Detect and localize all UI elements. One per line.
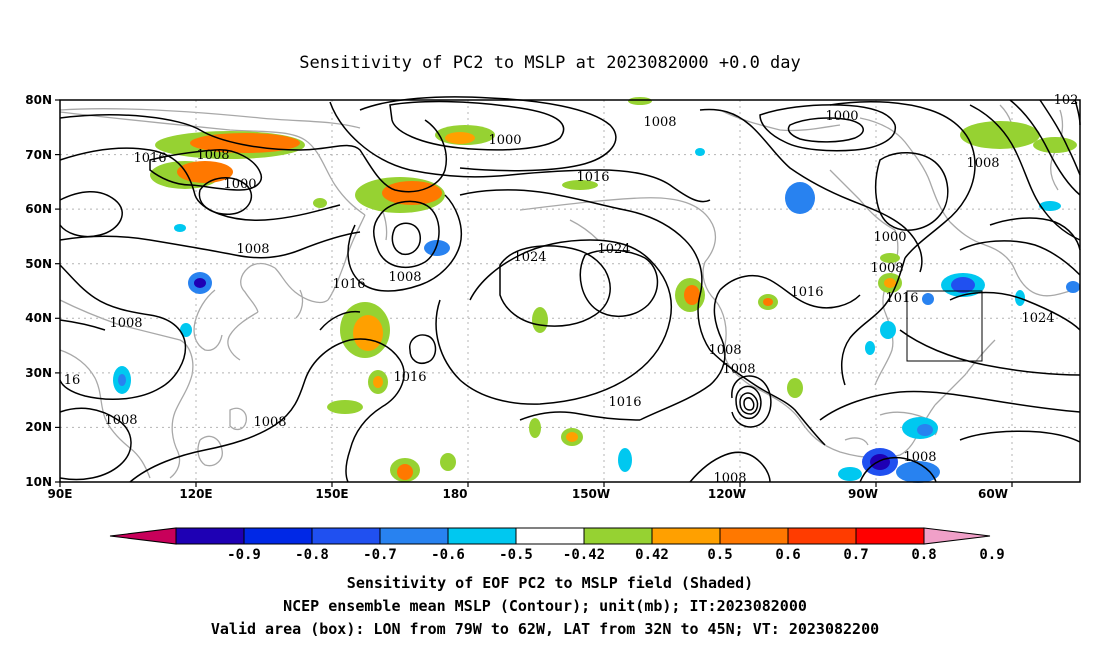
contour-label: 1024 [513,250,546,265]
lon-tick-label: 120W [708,487,746,501]
contour-label: 1016 [576,170,609,185]
colorbar-label: 0.7 [843,547,868,563]
contour-label: 1016 [790,285,823,300]
lat-tick-label: 60N [25,202,52,216]
contour-label: 1016 [608,395,641,410]
colorbar-swatch [787,527,857,545]
lon-tick-label: 60W [978,487,1008,501]
colorbar-swatch [583,527,653,545]
contour-label: 1016 [885,291,918,306]
colorbar-label: 0.5 [707,547,732,563]
contour-label: 1008 [109,316,142,331]
colorbar-swatch [855,527,925,545]
contour-label: 1008 [722,362,755,377]
mslp-contours [59,96,1081,483]
contour-label: 1016 [133,151,166,166]
contour-label: 1000 [488,133,521,148]
contour-label: 1008 [903,450,936,465]
lat-axis: 80N 70N 60N 50N 40N 30N 20N 10N [25,93,60,489]
lon-axis: 90E 120E 150E 180 150W 120W 90W 60W [48,482,1013,501]
contour-label: 1008 [713,471,746,486]
lon-tick-label: 150E [315,487,348,501]
contour-label: 1008 [104,413,137,428]
colorbar-label: 0.8 [911,547,936,563]
contour-label: 1008 [966,156,999,171]
lat-tick-label: 40N [25,311,52,325]
lat-tick-label: 80N [25,93,52,107]
contour-label: 1008 [388,270,421,285]
contour-label: 1016 [332,277,365,292]
caption-contour: NCEP ensemble mean MSLP (Contour); unit(… [283,597,807,615]
contour-label: 1008 [196,148,229,163]
coastlines [59,104,1081,479]
contour-label: 1024 [1021,311,1054,326]
contour-label: 16 [64,373,81,388]
lon-tick-label: 120E [179,487,212,501]
valid-area-box [906,290,983,362]
colorbar-label: -0.42 [563,547,605,563]
figure-title: Sensitivity of PC2 to MSLP at 2023082000… [299,53,801,73]
colorbar-label: -0.5 [499,547,533,563]
contour-label: 1008 [253,415,286,430]
colorbar-label: 0.6 [775,547,800,563]
colorbar-high-triangle [923,527,991,545]
colorbar-swatch [515,527,585,545]
contour-label: 1000 [825,109,858,124]
colorbar-swatch [719,527,789,545]
lon-tick-label: 90W [848,487,878,501]
colorbar-swatch [175,527,245,545]
lat-tick-label: 10N [25,475,52,489]
colorbar-label: -0.8 [295,547,329,563]
map-panel: 1016 1008 1000 1008 1000 1000 1008 1008 … [59,93,1081,486]
map-frame [59,99,1081,483]
lat-tick-label: 20N [25,420,52,434]
contour-label: 1016 [393,370,426,385]
contour-label: 1008 [708,343,741,358]
colorbar-label: 0.9 [979,547,1004,563]
lon-tick-label: 150W [572,487,610,501]
lat-tick-label: 30N [25,366,52,380]
colorbar-swatch [243,527,313,545]
colorbar: -0.9 -0.8 -0.7 -0.6 -0.5 -0.42 0.42 0.5 0.6 0.7 0.… [109,527,1005,563]
contour-label: 1000 [223,177,256,192]
caption-shaded: Sensitivity of EOF PC2 to MSLP field (Sh… [347,574,753,592]
colorbar-swatch [447,527,517,545]
colorbar-swatch [311,527,381,545]
contour-label: 1024 [597,242,630,257]
contour-label: 1008 [236,242,269,257]
contour-label: 1008 [870,261,903,276]
lat-tick-label: 70N [25,148,52,162]
colorbar-low-triangle [109,527,177,545]
colorbar-swatch [651,527,721,545]
colorbar-swatch [379,527,449,545]
contour-labels: 1016 1008 1000 1008 1000 1000 1008 1008 … [64,93,1079,486]
colorbar-label: -0.6 [431,547,465,563]
colorbar-label: 0.42 [635,547,669,563]
lat-tick-label: 50N [25,257,52,271]
contour-label: 1008 [643,115,676,130]
colorbar-label: -0.9 [227,547,261,563]
caption-valid-area: Valid area (box): LON from 79W to 62W, L… [211,620,879,638]
colorbar-label: -0.7 [363,547,397,563]
lon-tick-label: 90E [48,487,73,501]
contour-label: 1000 [873,230,906,245]
lon-tick-label: 180 [442,487,467,501]
